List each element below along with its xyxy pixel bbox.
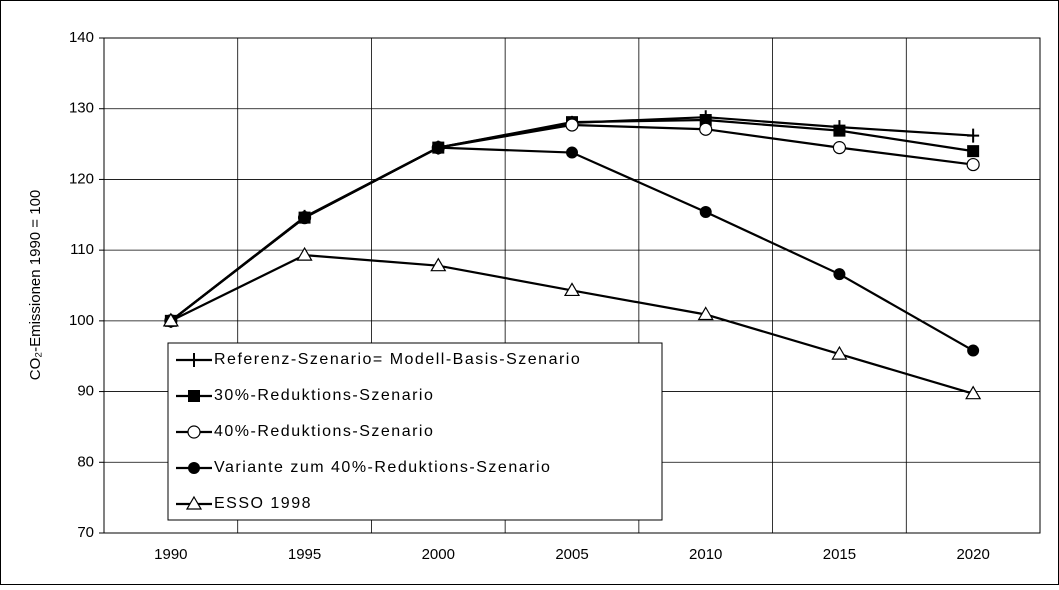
x-tick-label: 2000	[422, 546, 455, 563]
legend-label: 30%-Reduktions-Szenario	[214, 387, 434, 404]
legend: Referenz-Szenario= Modell-Basis-Szenario…	[167, 342, 663, 521]
y-tick-label: 120	[69, 170, 94, 187]
legend-marker	[188, 462, 200, 474]
marker	[833, 268, 846, 281]
y-tick-label: 110	[70, 241, 94, 258]
legend-marker	[188, 353, 200, 367]
marker	[563, 282, 581, 297]
legend-box	[167, 342, 663, 521]
marker	[699, 122, 713, 136]
y-tick-label: 90	[77, 383, 94, 400]
legend-label: Variante zum 40%-Reduktions-Szenario	[214, 459, 551, 476]
x-tick-label: 1990	[154, 546, 187, 563]
x-tick-label: 2020	[956, 546, 989, 563]
legend-marker	[185, 495, 203, 510]
marker	[699, 205, 712, 218]
y-tick-label: 70	[77, 524, 94, 541]
y-tick-label: 100	[69, 312, 94, 329]
legend-marker	[187, 425, 201, 439]
legend-label: Referenz-Szenario= Modell-Basis-Szenario	[214, 351, 581, 368]
x-tick-label: 2010	[689, 546, 722, 563]
marker	[566, 146, 578, 159]
marker	[831, 345, 848, 360]
marker	[967, 344, 980, 357]
y-tick-label: 140	[69, 29, 94, 46]
marker	[699, 114, 712, 127]
y-tick-label: 80	[77, 453, 94, 470]
marker	[697, 306, 714, 321]
marker	[967, 128, 980, 143]
y-tick-label: 130	[69, 100, 94, 117]
legend-label: 40%-Reduktions-Szenario	[214, 423, 434, 440]
marker	[296, 246, 313, 261]
marker	[432, 141, 445, 154]
x-tick-label: 1995	[288, 546, 321, 563]
marker	[430, 257, 447, 272]
marker	[967, 145, 980, 158]
legend-marker	[188, 390, 200, 402]
marker	[162, 312, 179, 327]
x-tick-label: 2015	[823, 546, 856, 563]
marker	[965, 385, 982, 400]
legend-label: ESSO 1998	[214, 495, 312, 512]
y-axis-label: CO₂-Emissionen 1990 = 100	[27, 190, 44, 381]
marker	[565, 118, 579, 132]
marker	[966, 157, 980, 172]
x-tick-label: 2005	[555, 546, 588, 563]
marker	[833, 124, 846, 137]
marker	[832, 141, 847, 155]
marker	[298, 211, 311, 224]
